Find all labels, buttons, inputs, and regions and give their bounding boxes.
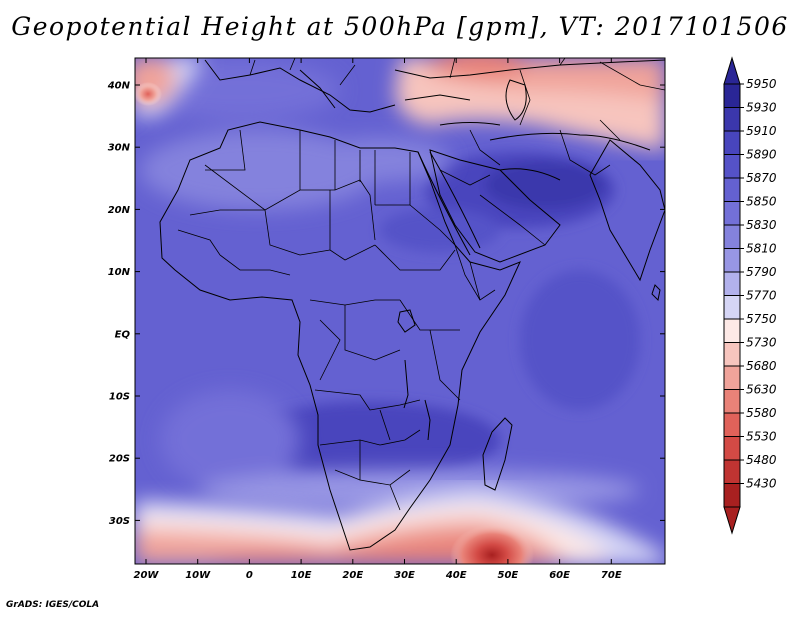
colorbar-swatch [723,83,741,108]
colorbar-label: 5930 [746,101,777,115]
lon-label: 70E [601,570,622,581]
lat-label: 10S [109,392,130,403]
colorbar-swatch [723,365,741,390]
colorbar-top-arrow [723,56,741,85]
lon-label: 50E [498,570,519,581]
lat-label: 40N [107,81,131,92]
colorbar-swatch [723,201,741,226]
grads-credit: GrADS: IGES/COLA [6,600,100,610]
colorbar-label: 5790 [746,265,777,279]
lat-label: 20N [108,205,131,216]
colorbar-swatch [723,154,741,179]
colorbar-swatch [723,412,741,437]
colorbar-label: 5850 [746,195,777,209]
colorbar-swatch [723,342,741,367]
colorbar-swatch [723,459,741,484]
lon-label: 10E [291,570,312,581]
lon-label: 60E [549,570,570,581]
colorbar-bottom-arrow [723,506,741,535]
colorbar-label: 5480 [746,453,777,467]
colorbar-label: 5830 [746,218,777,232]
colorbar-swatch [723,107,741,132]
colorbar-swatch [723,389,741,414]
colorbar-label: 5580 [746,406,777,420]
colorbar-swatch [723,436,741,461]
colorbar-swatch [723,483,741,508]
north-troughs [135,58,665,150]
colorbar-swatch [723,271,741,296]
colorbar-label: 5730 [746,336,777,350]
lon-label: 20W [134,570,160,581]
colorbar-label: 5680 [746,359,777,373]
colorbar-swatch [723,130,741,155]
colorbar-label: 5810 [746,242,777,256]
lat-label: 30S [109,516,130,527]
lat-label: EQ [115,329,131,340]
colorbar-swatch [723,224,741,249]
colorbar-label: 5870 [746,171,777,185]
lon-label: 40E [445,570,467,581]
colorbar-label: 5890 [746,148,777,162]
colorbar: 5950 5930 5910 5890 5870 5850 5830 5810 5790 5770… [723,56,777,535]
lat-label: 20S [109,454,130,465]
colorbar-label: 5750 [746,312,777,326]
lon-label: 10W [185,570,211,581]
colorbar-swatch [723,177,741,202]
lon-label: 20E [342,570,363,581]
colorbar-label: 5910 [746,124,777,138]
map-title: Geopotential Height at 500hPa [gpm], VT:… [11,12,789,41]
country-borders [177,58,665,511]
colorbar-label: 5950 [746,77,777,91]
lon-label: 30E [394,570,415,581]
height-field [135,58,665,564]
colorbar-swatch [723,248,741,273]
colorbar-swatch [723,318,741,343]
coastlines [159,59,665,551]
lat-label: 10N [108,267,131,278]
longitude-axis: 20W 10W 0 10E 20E 30E 40E 50E 60E 70E [134,58,622,581]
colorbar-label: 5630 [746,383,777,397]
latitude-axis: 40N 30N 20N 10N EQ 10S 20S 30S [107,81,665,527]
colorbar-label: 5530 [746,430,777,444]
colorbar-label: 5430 [746,477,777,491]
plot-frame [134,57,666,565]
colorbar-swatch [723,295,741,320]
lat-label: 30N [108,143,131,154]
colorbar-label: 5770 [746,289,777,303]
lon-label: 0 [246,570,253,581]
